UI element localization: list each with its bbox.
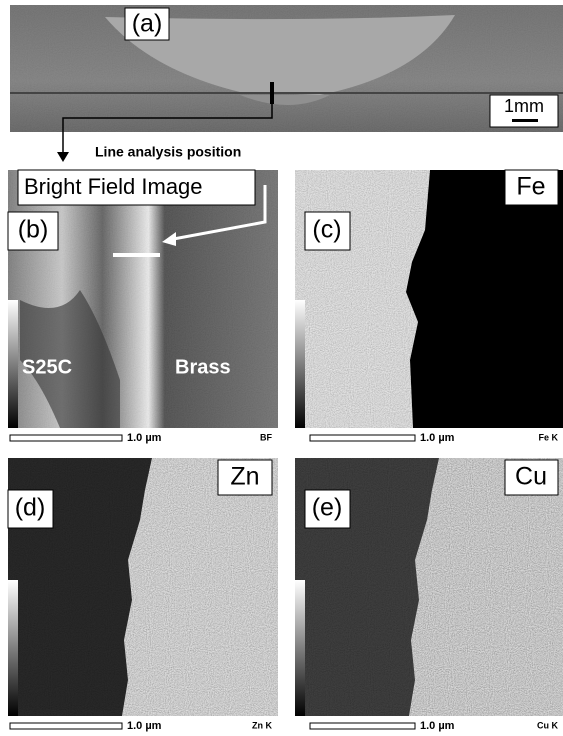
panel-title: Bright Field Image [24,174,203,199]
gray-strip [295,580,305,716]
scale-bar [310,435,415,441]
panel-label: (a) [132,10,163,38]
panel-label: (c) [312,216,341,244]
element-label: Fe [516,173,545,201]
panel-label: (d) [15,494,46,522]
scale-label: 1.0 µm [127,720,162,732]
scale-label: 1.0 µm [420,432,455,444]
scale-bar [310,723,415,729]
element-label: Zn [230,463,259,491]
figure: (a) 1mm Line analysis position Bright Fi… [0,0,563,736]
panel-label: (e) [312,494,343,522]
panel-e: Cu (e) 1.0 µm Cu K [295,458,563,732]
gray-strip [295,300,305,428]
detector-label: Cu K [537,720,558,730]
detector-label: Fe K [538,432,558,442]
panel-c: Fe (c) 1.0 µm Fe K [295,170,563,444]
panel-label: (b) [18,216,49,244]
scale-bar [512,119,538,122]
region-label: Brass [175,356,231,378]
gray-strip [8,300,18,428]
gray-strip [8,580,18,716]
arrow-head [57,152,69,162]
scale-label: 1.0 µm [420,720,455,732]
detector-label: Zn K [252,720,272,730]
region-label: S25C [22,356,72,378]
scale-label: 1mm [504,96,544,116]
panel-d: Zn (d) 1.0 µm Zn K [8,458,278,732]
element-label: Cu [515,463,547,491]
panel-b: Bright Field Image (b) S25C Brass 1.0 µm… [8,170,278,444]
scale-label: 1.0 µm [127,432,162,444]
detector-label: BF [260,432,272,442]
panel-a: (a) 1mm Line analysis position [10,5,563,162]
scale-bar [10,723,122,729]
scale-bar [10,435,122,441]
annotation: Line analysis position [95,144,241,160]
